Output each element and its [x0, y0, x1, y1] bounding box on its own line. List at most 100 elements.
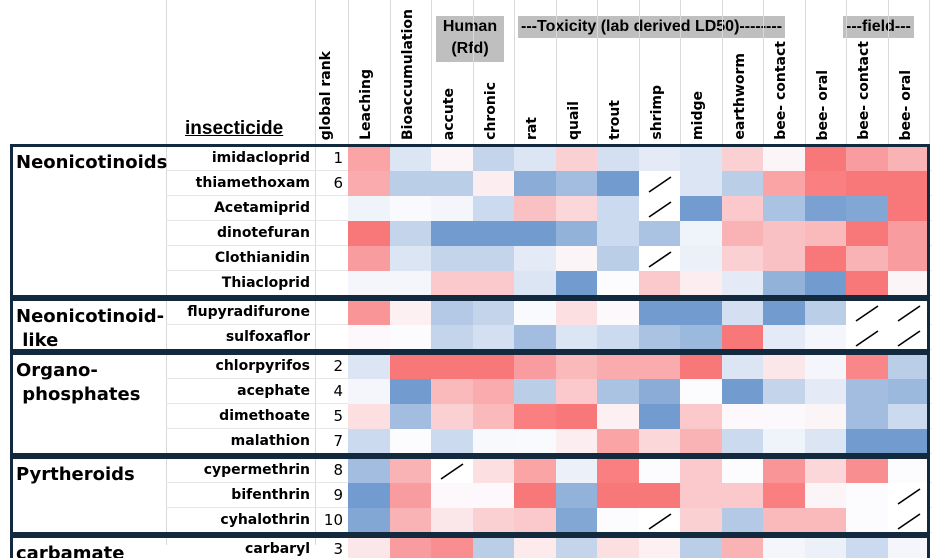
- group-label: Pyrtheroids: [16, 464, 135, 485]
- group-box: [10, 298, 930, 352]
- heatmap-cell: [680, 146, 722, 171]
- insecticide-column-header: insecticide: [185, 118, 284, 139]
- column-header: bee- oral: [815, 69, 831, 140]
- heatmap-cell: [514, 300, 556, 325]
- heatmap-cell: [722, 300, 764, 325]
- heatmap-cell: [597, 221, 639, 246]
- heatmap-cell: [888, 196, 930, 221]
- heatmap-cell: [597, 379, 639, 404]
- heatmap-cell-no-data: [639, 508, 681, 533]
- heatmap-cell: [639, 404, 681, 429]
- heatmap-cell: [348, 483, 390, 508]
- heatmap-cell: [722, 146, 764, 171]
- heatmap-cell: [390, 354, 432, 379]
- heatmap-cell: [722, 508, 764, 533]
- heatmap-cell: [431, 221, 473, 246]
- group-label: Neonicotinoids: [16, 152, 168, 173]
- insecticide-name: dimethoate: [219, 408, 310, 424]
- heatmap-cell: [680, 379, 722, 404]
- heatmap-cell: [846, 196, 888, 221]
- heatmap-cell: [431, 271, 473, 296]
- heatmap-cell: [805, 354, 847, 379]
- heatmap-cell: [805, 508, 847, 533]
- column-header: rat: [524, 116, 540, 140]
- heatmap-cell-no-data: [639, 246, 681, 271]
- insecticide-name: Acetamiprid: [214, 200, 310, 216]
- heatmap-cell: [556, 508, 598, 533]
- column-header: Leaching: [358, 69, 374, 140]
- insecticide-name: Thiacloprid: [221, 275, 310, 291]
- no-data-slash-icon: [897, 488, 921, 505]
- heatmap-cell: [680, 483, 722, 508]
- global-rank-value: 10: [323, 511, 343, 529]
- heatmap-cell: [763, 404, 805, 429]
- heatmap-cell: [556, 325, 598, 350]
- heatmap-cell: [431, 404, 473, 429]
- heatmap-cell: [805, 171, 847, 196]
- no-data-slash-icon: [440, 463, 464, 480]
- heatmap-cell: [597, 537, 639, 558]
- heatmap-cell: [390, 171, 432, 196]
- heatmap-cell: [597, 483, 639, 508]
- heatmap-cell: [846, 246, 888, 271]
- heatmap-cell: [556, 537, 598, 558]
- heatmap-cell: [722, 196, 764, 221]
- global-rank-value: 1: [333, 149, 343, 167]
- insecticide-name: bifenthrin: [231, 487, 310, 503]
- heatmap-cell: [805, 404, 847, 429]
- toxicity-group-label: ---Toxicity (lab derived LD50)--------: [518, 16, 786, 38]
- heatmap-cell: [556, 404, 598, 429]
- insecticide-name: chlorpyrifos: [215, 358, 310, 374]
- heatmap-cell: [888, 146, 930, 171]
- heatmap-cell: [722, 221, 764, 246]
- heatmap-cell: [639, 221, 681, 246]
- heatmap-cell: [514, 325, 556, 350]
- insecticide-name: thiamethoxam: [195, 175, 310, 191]
- heatmap-cell: [846, 271, 888, 296]
- heatmap-cell-no-data: [846, 325, 888, 350]
- heatmap-cell: [846, 508, 888, 533]
- heatmap-cell: [805, 196, 847, 221]
- heatmap-cell: [805, 379, 847, 404]
- column-header: Bioaccumulation: [400, 9, 416, 140]
- heatmap-cell: [888, 458, 930, 483]
- heatmap-cell: [514, 354, 556, 379]
- column-header: shrimp: [649, 85, 665, 140]
- heatmap-cell: [431, 537, 473, 558]
- column-header: bee- contact: [856, 41, 872, 140]
- heatmap-cell: [639, 429, 681, 454]
- column-header: quail: [566, 100, 582, 140]
- heatmap-cell: [348, 508, 390, 533]
- heatmap-cell: [888, 271, 930, 296]
- heatmap-cell: [846, 171, 888, 196]
- rfd-label: (Rfd): [451, 40, 489, 57]
- no-data-slash-icon: [897, 305, 921, 322]
- heatmap-cell: [514, 221, 556, 246]
- global-rank-value: 3: [333, 540, 343, 558]
- column-header: earthworm: [732, 53, 748, 140]
- heatmap-cell: [597, 246, 639, 271]
- heatmap-cell: [597, 271, 639, 296]
- heatmap-cell: [514, 483, 556, 508]
- heatmap-cell: [390, 404, 432, 429]
- heatmap-cell: [473, 429, 515, 454]
- heatmap-cell: [556, 271, 598, 296]
- human-label: Human: [442, 18, 498, 35]
- heatmap-cell: [763, 300, 805, 325]
- heatmap-cell: [514, 458, 556, 483]
- heatmap-cell: [556, 221, 598, 246]
- heatmap-cell: [514, 146, 556, 171]
- global-rank-value: 6: [333, 174, 343, 192]
- heatmap-cell: [348, 196, 390, 221]
- heatmap-cell: [390, 271, 432, 296]
- global-rank-value: 2: [333, 357, 343, 375]
- heatmap-cell: [680, 246, 722, 271]
- no-data-slash-icon: [855, 330, 879, 347]
- group-label: phosphates: [16, 384, 141, 405]
- heatmap-cell: [473, 458, 515, 483]
- heatmap-cell: [639, 146, 681, 171]
- heatmap-cell: [348, 458, 390, 483]
- heatmap-cell: [390, 483, 432, 508]
- heatmap-cell: [722, 246, 764, 271]
- no-data-slash-icon: [648, 176, 672, 193]
